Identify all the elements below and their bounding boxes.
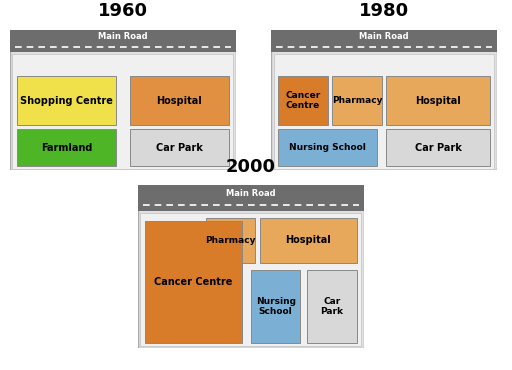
- Bar: [278, 76, 328, 125]
- Bar: [278, 130, 377, 166]
- Bar: [386, 76, 490, 125]
- Text: Hospital: Hospital: [415, 95, 461, 105]
- Text: Car Park: Car Park: [156, 143, 203, 153]
- Text: 1980: 1980: [359, 2, 409, 20]
- Text: Nursing School: Nursing School: [289, 143, 366, 152]
- Bar: [10, 30, 236, 52]
- Text: Main Road: Main Road: [226, 189, 275, 198]
- Bar: [206, 218, 255, 263]
- Text: Pharmacy: Pharmacy: [205, 236, 256, 245]
- Bar: [386, 130, 490, 166]
- Bar: [12, 54, 233, 169]
- Bar: [307, 270, 357, 343]
- Text: Main Road: Main Road: [359, 32, 409, 41]
- Bar: [271, 30, 497, 52]
- Text: Car
Park: Car Park: [321, 297, 344, 316]
- Bar: [130, 130, 229, 166]
- Bar: [17, 130, 116, 166]
- Text: Hospital: Hospital: [286, 235, 331, 245]
- Text: Nursing
School: Nursing School: [255, 297, 295, 316]
- Bar: [130, 76, 229, 125]
- Text: Shopping Centre: Shopping Centre: [20, 95, 113, 105]
- Text: Car Park: Car Park: [415, 143, 461, 153]
- Bar: [17, 76, 116, 125]
- Text: 2000: 2000: [226, 158, 276, 176]
- Bar: [138, 185, 364, 211]
- Text: Cancer Centre: Cancer Centre: [154, 277, 232, 287]
- Text: Farmland: Farmland: [41, 143, 92, 153]
- Bar: [260, 218, 357, 263]
- Text: Hospital: Hospital: [156, 95, 202, 105]
- Bar: [251, 270, 301, 343]
- Text: 1960: 1960: [98, 2, 148, 20]
- Bar: [145, 221, 242, 343]
- Bar: [273, 54, 495, 169]
- Text: Cancer
Centre: Cancer Centre: [285, 91, 321, 110]
- Bar: [140, 213, 361, 346]
- Text: Main Road: Main Road: [98, 32, 147, 41]
- Text: Pharmacy: Pharmacy: [332, 96, 382, 105]
- Bar: [332, 76, 382, 125]
